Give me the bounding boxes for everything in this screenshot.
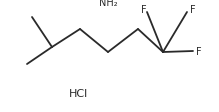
Text: F: F <box>196 47 202 56</box>
Text: HCl: HCl <box>68 88 88 98</box>
Text: F: F <box>141 5 147 15</box>
Text: NH₂: NH₂ <box>99 0 117 8</box>
Text: F: F <box>190 5 196 15</box>
